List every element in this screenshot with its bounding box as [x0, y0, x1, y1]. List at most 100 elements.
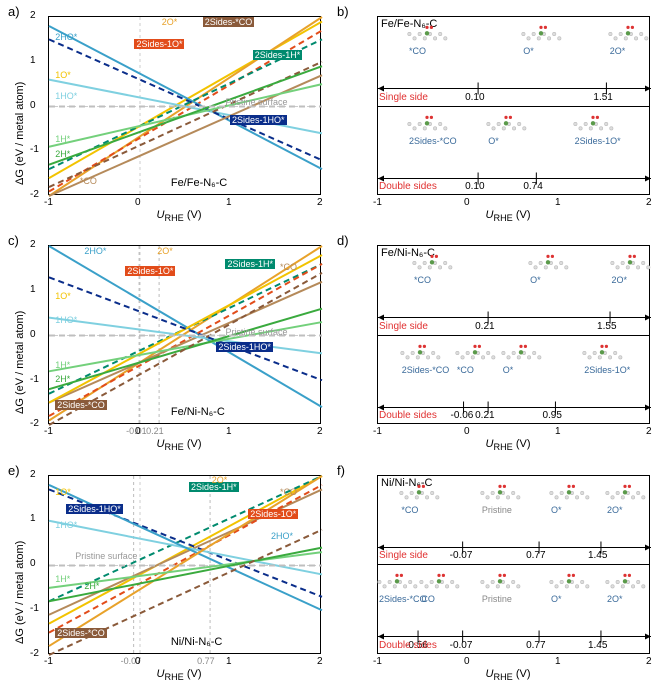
molecule-icon [580, 341, 624, 365]
label-Pristine surface: Pristine surface [75, 551, 137, 561]
label-2Sides-1H*: 2Sides-1H* [253, 50, 303, 60]
label-2H*: 2H* [55, 374, 70, 384]
x-tick: 1 [555, 656, 561, 667]
molecule-icon [606, 22, 650, 46]
x-tick: 2 [646, 197, 652, 208]
molecule-icon [608, 251, 652, 275]
panel-label: b) [337, 4, 349, 19]
x-tick: 2 [317, 426, 323, 437]
region-label: 2Sides-*CO [379, 594, 427, 604]
x-tick: 0 [135, 426, 141, 437]
x-tick: 2 [646, 656, 652, 667]
boundary-value: 1.51 [593, 92, 612, 103]
region-label: O* [523, 46, 534, 56]
region-label: O* [551, 594, 562, 604]
side-label: Single side [379, 321, 428, 332]
molecule-icon [547, 570, 591, 594]
molecule-icon [603, 570, 647, 594]
y-tick: 2 [30, 10, 36, 21]
panel-d: d)Fe/Ni-N₆-C *CO0.21 O*1.55 2O*Single si… [329, 229, 658, 458]
region-label: 2O* [607, 505, 623, 515]
y-tick: -2 [30, 418, 39, 429]
row-divider [377, 106, 650, 107]
region-label: CO [421, 594, 435, 604]
label-1HO*: 1HO* [55, 520, 77, 530]
boundary-value: 0.95 [542, 410, 561, 421]
axis-annotation: 0.21 [146, 426, 164, 436]
x-tick: 1 [555, 197, 561, 208]
x-tick: 0 [464, 656, 470, 667]
region-label: *CO [409, 46, 426, 56]
label-2Sides-1O*: 2Sides-1O* [125, 266, 175, 276]
molecule-icon [499, 341, 543, 365]
row-divider [377, 564, 650, 565]
x-tick: -1 [373, 197, 382, 208]
system-label: Fe/Ni-N₆-C [171, 406, 225, 418]
y-tick: 0 [30, 558, 36, 569]
boundary-value: 0.21 [475, 321, 494, 332]
x-tick: 1 [226, 426, 232, 437]
y-tick: -1 [30, 603, 39, 614]
label-1HO*: 1HO* [55, 315, 77, 325]
molecule-icon [547, 481, 591, 505]
y-tick: 1 [30, 513, 36, 524]
label-2O*: 2O* [212, 475, 228, 485]
y-axis-label: ΔG (eV / metal atom) [14, 82, 26, 185]
label-2Sides-1HO*: 2Sides-1HO* [216, 342, 273, 352]
region-label: Pristine [482, 594, 512, 604]
y-tick: -1 [30, 144, 39, 155]
molecule-icon [484, 112, 528, 136]
molecule-icon [405, 22, 449, 46]
boundary-value: -0.06 [451, 410, 474, 421]
panel-b: b)Fe/Fe-N₆-C *CO0.10 O*1.51 2O*Single si… [329, 0, 658, 229]
label-2H*: 2H* [84, 581, 99, 591]
boundary-value: 1.45 [588, 550, 607, 561]
label-2HO*: 2HO* [84, 246, 106, 256]
panel-f: f)Ni/Ni-N₆-C *CO-0.07 Pristine0.77 O*1.4… [329, 459, 658, 688]
x-tick: -1 [44, 656, 53, 667]
panel-label: c) [8, 233, 19, 248]
label-Pristine surface: Pristine surface [225, 327, 287, 337]
x-tick: -1 [44, 197, 53, 208]
x-tick: 2 [317, 656, 323, 667]
region-label: O* [530, 275, 541, 285]
molecule-icon [397, 481, 441, 505]
side-label: Double sides [379, 181, 437, 192]
y-tick: 2 [30, 469, 36, 480]
region-label: 2Sides-1O* [575, 136, 621, 146]
x-tick: 2 [646, 426, 652, 437]
x-tick: 0 [135, 656, 141, 667]
molecule-icon [417, 570, 461, 594]
region-label: O* [551, 505, 562, 515]
molecule-icon [375, 570, 419, 594]
label-1O*: 1O* [55, 70, 71, 80]
axis-annotation: 0.77 [197, 656, 215, 666]
x-axis-label: URHE (V) [157, 209, 202, 223]
boundary-value: -0.07 [450, 550, 473, 561]
region-label: O* [488, 136, 499, 146]
y-tick: 1 [30, 55, 36, 66]
y-axis-label: ΔG (eV / metal atom) [14, 311, 26, 414]
region-label: 2Sides-1O* [584, 365, 630, 375]
boundary-value: 0.21 [475, 410, 494, 421]
label-*CO: *CO [80, 176, 97, 186]
x-tick: 1 [555, 426, 561, 437]
label-*CO: *CO [280, 487, 297, 497]
y-axis-label: ΔG (eV / metal atom) [14, 540, 26, 643]
label-2HO*: 2HO* [271, 531, 293, 541]
label-2O*: 2O* [157, 246, 173, 256]
y-tick: 0 [30, 329, 36, 340]
x-tick: -1 [373, 656, 382, 667]
x-tick: 0 [464, 197, 470, 208]
label-2Sides-1O*: 2Sides-1O* [248, 509, 298, 519]
label-2HO*: 2HO* [55, 32, 77, 42]
y-tick: 1 [30, 284, 36, 295]
panel-label: f) [337, 463, 345, 478]
row-divider [377, 335, 650, 336]
label-1H*: 1H* [55, 134, 70, 144]
label-2Sides-1H*: 2Sides-1H* [225, 259, 275, 269]
molecule-icon [519, 22, 563, 46]
panel-label: a) [8, 4, 20, 19]
x-tick: 1 [226, 197, 232, 208]
region-label: O* [503, 365, 514, 375]
